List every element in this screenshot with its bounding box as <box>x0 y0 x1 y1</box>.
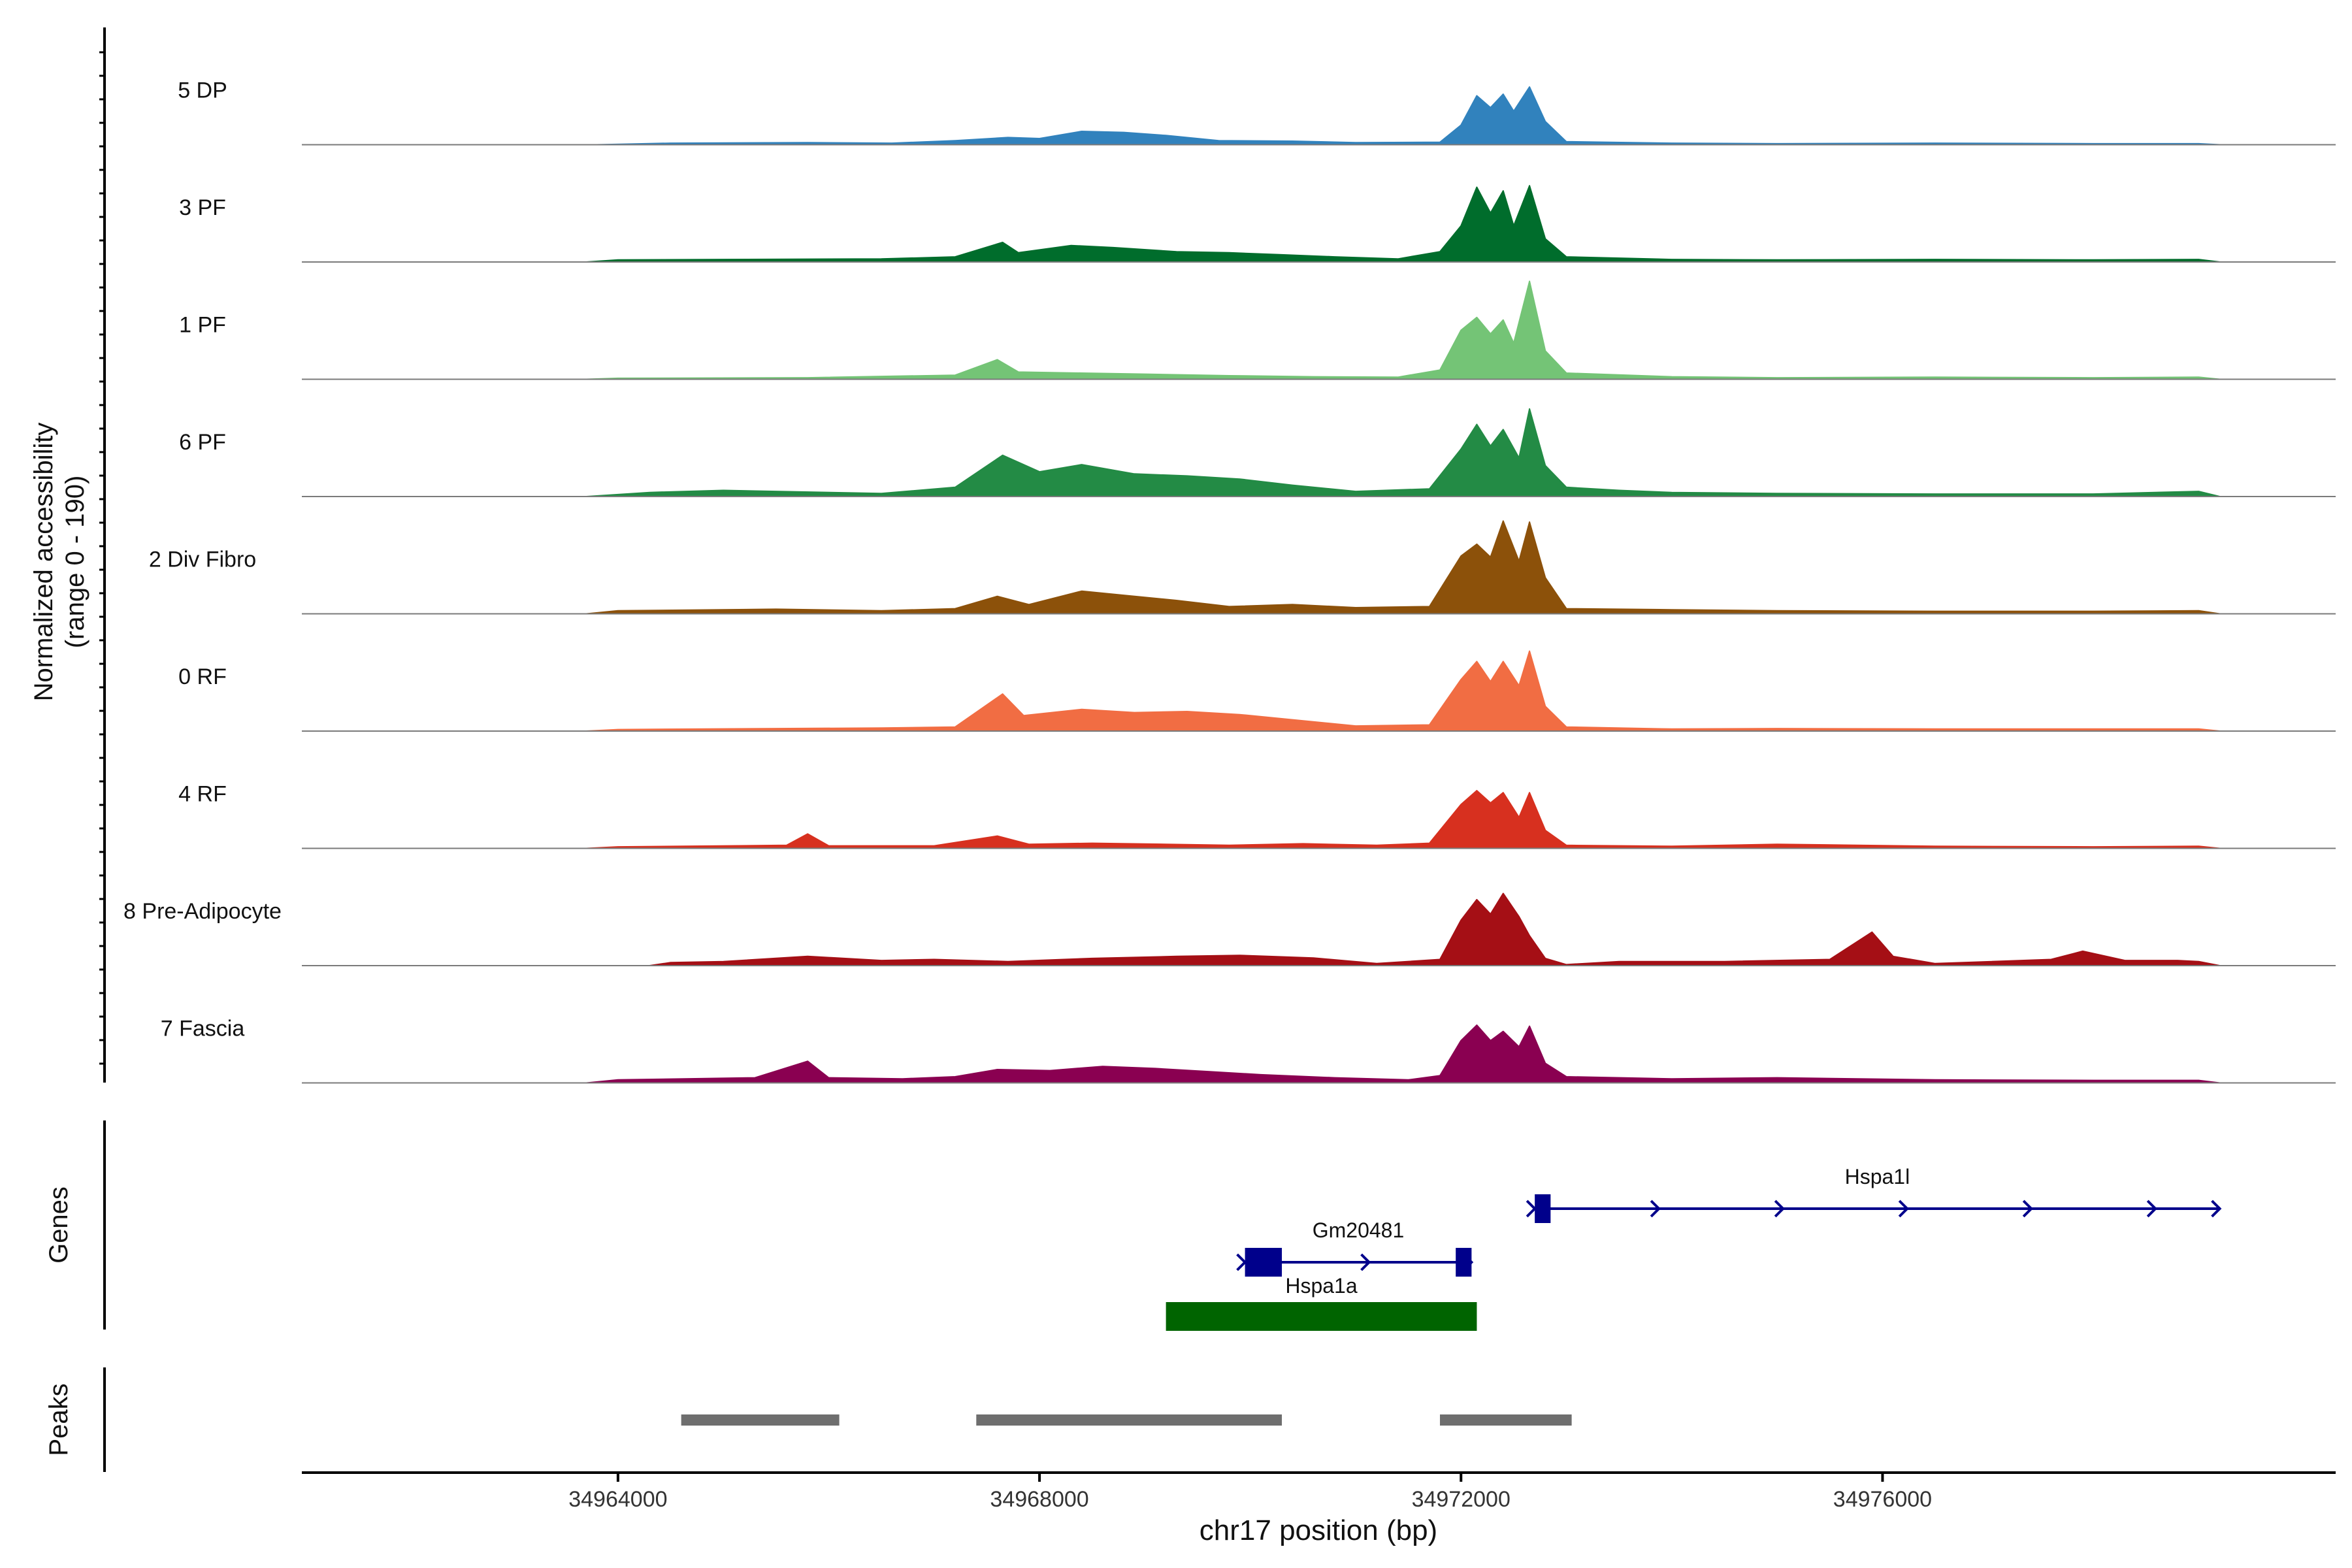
exon-gm20481 <box>1245 1248 1282 1277</box>
y-minor-ticks <box>99 51 105 1065</box>
gene-gm20481: Gm20481 <box>1236 1218 1474 1277</box>
strand-arrow-hspa1l <box>2022 1200 2033 1218</box>
x-tick-label-34972000: 34972000 <box>1412 1487 1511 1512</box>
strand-arrow-hspa1l <box>1774 1200 1785 1218</box>
y-axis-label-line1: Normalized accessibility <box>29 423 58 702</box>
strand-arrow-gm20481 <box>1360 1253 1371 1271</box>
track-area-6-pf <box>585 408 2221 497</box>
gene-label-hspa1a: Hspa1a <box>1285 1274 1358 1298</box>
track-area-4-rf <box>585 790 2221 849</box>
track-label-6-pf: 6 PF <box>179 430 226 455</box>
track-0-rf: 0 RF <box>178 650 2336 732</box>
peaks-panel-label: Peaks <box>44 1383 73 1456</box>
track-area-5-dp <box>596 86 2221 146</box>
track-label-7-fascia: 7 Fascia <box>161 1017 245 1041</box>
gene-label-hspa1l: Hspa1l <box>1845 1165 1910 1188</box>
track-area-2-div-fibro <box>585 520 2221 615</box>
gene-label-gm20481: Gm20481 <box>1313 1218 1405 1242</box>
track-area-1-pf <box>585 280 2221 380</box>
exon-hspa1l <box>1535 1194 1551 1223</box>
track-area-3-pf <box>585 185 2221 263</box>
track-1-pf: 1 PF <box>179 280 2336 380</box>
x-tick-label-34964000: 34964000 <box>568 1487 667 1512</box>
x-tick-label-34968000: 34968000 <box>990 1487 1088 1512</box>
exon-hspa1a <box>1166 1302 1477 1331</box>
track-5-dp: 5 DP <box>178 78 2336 146</box>
x-tick-label-34976000: 34976000 <box>1833 1487 1932 1512</box>
peaks-layer <box>681 1414 1572 1426</box>
track-area-8-pre-adipocyte <box>649 892 2221 966</box>
track-label-5-dp: 5 DP <box>178 78 227 103</box>
track-3-pf: 3 PF <box>179 185 2336 263</box>
genes-panel-label: Genes <box>44 1186 73 1264</box>
gene-hspa1l: Hspa1l <box>1526 1165 2222 1223</box>
strand-arrow-hspa1l <box>1650 1200 1661 1218</box>
track-8-pre-adipocyte: 8 Pre-Adipocyte <box>123 892 2336 966</box>
exon-gm20481 <box>1456 1248 1472 1277</box>
strand-arrow-gm20481 <box>1236 1253 1247 1271</box>
track-label-2-div-fibro: 2 Div Fibro <box>149 547 256 572</box>
peak-2 <box>976 1414 1282 1426</box>
peak-3 <box>1439 1414 1572 1426</box>
gene-hspa1a: Hspa1a <box>1166 1274 1477 1331</box>
track-label-8-pre-adipocyte: 8 Pre-Adipocyte <box>123 899 282 924</box>
x-axis-title: chr17 position (bp) <box>1200 1514 1437 1546</box>
track-label-1-pf: 1 PF <box>179 313 226 338</box>
track-7-fascia: 7 Fascia <box>161 1017 2336 1084</box>
track-4-rf: 4 RF <box>178 782 2336 849</box>
track-label-0-rf: 0 RF <box>178 664 227 689</box>
strand-arrow-hspa1l <box>1898 1200 1909 1218</box>
strand-arrow-hspa1l <box>2211 1200 2222 1218</box>
x-axis-ticks: 34964000 34968000 34972000 34976000 <box>568 1473 1932 1512</box>
track-label-4-rf: 4 RF <box>178 782 227 807</box>
track-label-3-pf: 3 PF <box>179 195 226 220</box>
track-6-pf: 6 PF <box>179 408 2336 497</box>
y-axis-label-line2: (range 0 - 190) <box>61 476 90 649</box>
genes-layer: Hspa1l Gm20481 Hspa1a <box>1166 1165 2222 1331</box>
peak-1 <box>681 1414 840 1426</box>
track-area-7-fascia <box>585 1024 2221 1084</box>
track-area-0-rf <box>585 650 2221 732</box>
tracks-layer: 5 DP 3 PF 1 PF 6 PF 2 Div Fibro 0 RF 4 RF 8 Pre… <box>123 78 2336 1084</box>
track-2-div-fibro: 2 Div Fibro <box>149 520 2336 615</box>
strand-arrow-hspa1l <box>2146 1200 2157 1218</box>
